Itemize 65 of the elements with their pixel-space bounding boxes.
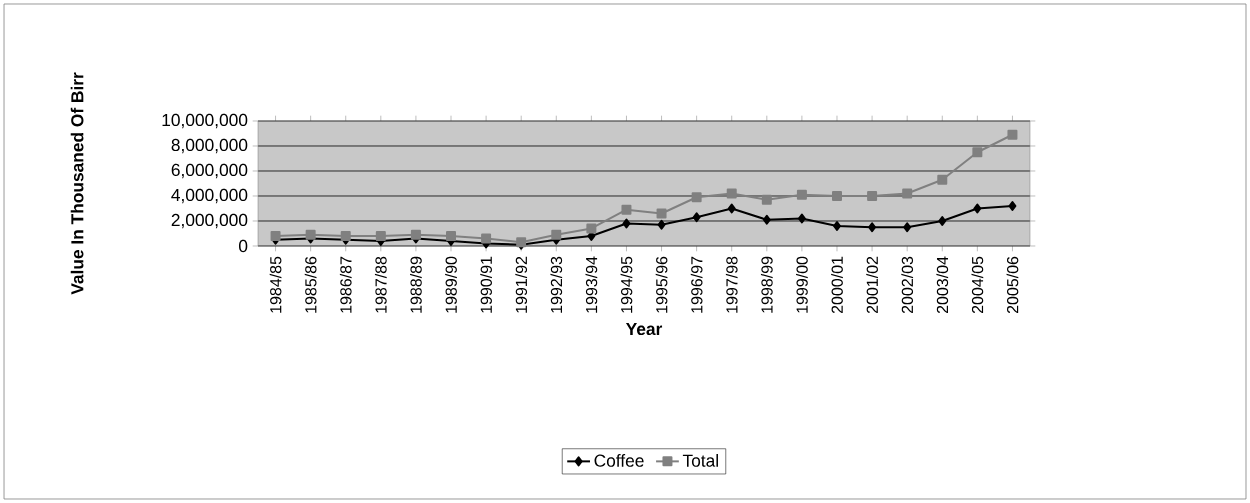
point bbox=[657, 219, 666, 230]
x-axis-title: Year bbox=[625, 323, 663, 336]
point bbox=[727, 203, 736, 214]
x-tick-label: 1987/88 bbox=[374, 256, 387, 313]
point bbox=[937, 174, 948, 185]
x-tick-label: 2000/01 bbox=[831, 256, 843, 314]
y-tick-label: 6,000,000 bbox=[171, 163, 248, 179]
x-tick-label: 1996/97 bbox=[690, 256, 703, 313]
x-tick-label: 1988/89 bbox=[410, 256, 422, 313]
point bbox=[621, 204, 632, 215]
x-tick-label: 1985/86 bbox=[304, 256, 317, 313]
point bbox=[903, 222, 912, 233]
point bbox=[446, 230, 457, 241]
y-tick-label: 10,000,000 bbox=[162, 113, 248, 129]
y-tick-label: 2,000,000 bbox=[171, 213, 248, 229]
point bbox=[410, 229, 421, 240]
point bbox=[796, 189, 807, 200]
x-tick-label: 2002/03 bbox=[901, 256, 914, 314]
x-tick-label: 1990/91 bbox=[480, 256, 492, 313]
point bbox=[938, 215, 947, 226]
x-tick-label: 1991/92 bbox=[515, 256, 528, 313]
point bbox=[1007, 129, 1018, 140]
x-tick-label: 1984/85 bbox=[269, 256, 282, 313]
point bbox=[833, 220, 841, 231]
point bbox=[551, 229, 562, 240]
x-tick-label: 2003/04 bbox=[936, 256, 949, 314]
point bbox=[868, 222, 877, 233]
point bbox=[973, 203, 982, 214]
x-tick-label: 2005/06 bbox=[1006, 256, 1019, 314]
x-tick-label: 1998/99 bbox=[760, 256, 773, 313]
x-tick-label: 1986/87 bbox=[339, 256, 352, 313]
point bbox=[692, 212, 701, 223]
point bbox=[761, 194, 772, 205]
legend-label: Coffee bbox=[594, 454, 644, 467]
y-tick-label: 8,000,000 bbox=[171, 138, 248, 154]
x-tick-label: 1993/94 bbox=[585, 256, 598, 313]
point bbox=[972, 147, 983, 158]
y-axis-title: Value In Thousaned Of Birr bbox=[70, 72, 84, 295]
point bbox=[586, 223, 597, 234]
legend-label: Total bbox=[682, 454, 718, 467]
point bbox=[270, 230, 281, 241]
point bbox=[726, 188, 737, 199]
x-tick-label: 1989/90 bbox=[445, 256, 457, 313]
point bbox=[622, 218, 631, 229]
y-tick-label: 0 bbox=[239, 239, 248, 253]
point bbox=[656, 208, 667, 219]
point bbox=[691, 192, 702, 203]
y-tick-label: 4,000,000 bbox=[171, 188, 248, 204]
x-tick-label: 1995/96 bbox=[655, 256, 668, 313]
x-tick-label: 1999/00 bbox=[796, 256, 808, 313]
x-tick-label: 1994/95 bbox=[620, 256, 633, 313]
point bbox=[867, 190, 878, 201]
x-tick-label: 1997/98 bbox=[725, 256, 738, 313]
point bbox=[375, 230, 386, 241]
point bbox=[1008, 200, 1017, 211]
point bbox=[305, 229, 316, 240]
point bbox=[481, 233, 492, 244]
point bbox=[902, 188, 913, 199]
x-tick-label: 2004/05 bbox=[971, 256, 984, 314]
point bbox=[762, 214, 771, 225]
x-tick-label: 2001/02 bbox=[866, 256, 878, 314]
x-tick-label: 1992/93 bbox=[550, 256, 563, 313]
point bbox=[340, 230, 351, 241]
point bbox=[797, 213, 806, 224]
point bbox=[832, 190, 842, 201]
